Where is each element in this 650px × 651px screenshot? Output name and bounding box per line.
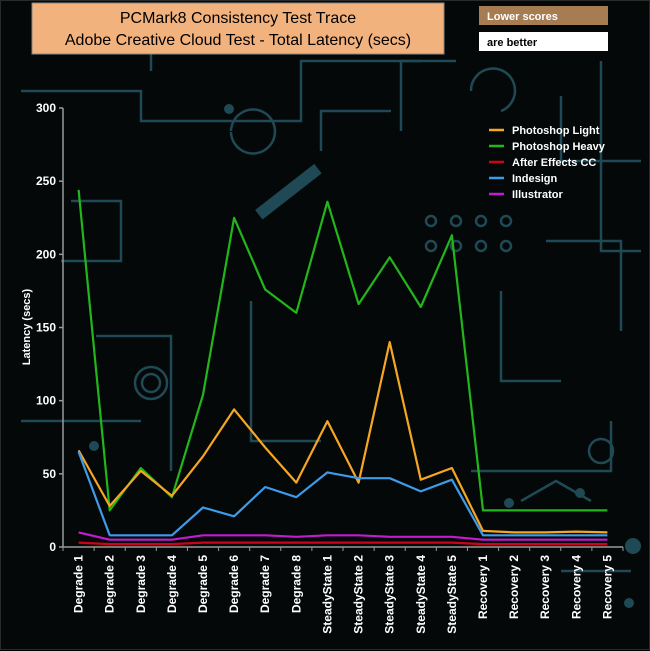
y-tick-label: 100 <box>36 394 56 408</box>
x-tick-label: Recovery 5 <box>600 555 614 619</box>
x-tick-label: Degrade 3 <box>134 555 148 613</box>
series-line-illustrator <box>78 531 608 541</box>
x-tick-label: Degrade 6 <box>227 555 241 613</box>
legend-label: After Effects CC <box>512 157 596 169</box>
x-tick-label: Recovery 4 <box>569 555 583 619</box>
x-tick-label: SteadyState 5 <box>445 555 459 634</box>
x-tick-label: Recovery 2 <box>507 555 521 619</box>
series-line-photoshop-light <box>77 341 608 534</box>
y-tick-label: 300 <box>36 101 56 115</box>
x-tick-label: Degrade 2 <box>103 555 117 613</box>
badge-top-box <box>479 6 608 25</box>
y-tick-label: 250 <box>36 174 56 188</box>
badge-bottom-box <box>479 32 608 51</box>
x-tick-label: Recovery 3 <box>538 555 552 619</box>
legend-label: Photoshop Heavy <box>512 141 606 153</box>
chart-subtitle: Adobe Creative Cloud Test - Total Latenc… <box>65 32 411 49</box>
title-box <box>31 2 445 55</box>
x-tick-label: Degrade 8 <box>289 555 303 613</box>
x-tick-label: Degrade 7 <box>258 555 272 613</box>
legend-label: Indesign <box>512 173 558 185</box>
chart-title: PCMark8 Consistency Test Trace <box>120 10 356 27</box>
y-tick-label: 0 <box>49 540 56 554</box>
x-tick-label: Recovery 1 <box>476 555 490 619</box>
x-tick-label: SteadyState 1 <box>320 555 334 634</box>
legend-label: Photoshop Light <box>512 125 600 137</box>
badge-line-1: Lower scores <box>487 11 558 23</box>
y-tick-label: 200 <box>36 247 56 261</box>
x-tick-label: SteadyState 4 <box>414 555 428 634</box>
series-line-photoshop-heavy <box>77 189 608 512</box>
x-tick-label: Degrade 1 <box>72 555 86 613</box>
series-line-after-effects-cc <box>78 541 608 546</box>
y-axis-title: Latency (secs) <box>21 288 33 365</box>
x-tick-label: SteadyState 2 <box>352 555 366 634</box>
y-tick-label: 150 <box>36 321 56 335</box>
legend-label: Illustrator <box>512 189 563 201</box>
badge-line-2: are better <box>487 37 538 49</box>
x-tick-label: SteadyState 3 <box>383 555 397 634</box>
y-tick-label: 50 <box>43 467 57 481</box>
circuit-background <box>21 39 641 573</box>
x-tick-label: Degrade 4 <box>165 555 179 613</box>
series-line-indesign <box>77 451 608 537</box>
x-tick-label: Degrade 5 <box>196 555 210 613</box>
circuit-dots <box>89 104 641 608</box>
